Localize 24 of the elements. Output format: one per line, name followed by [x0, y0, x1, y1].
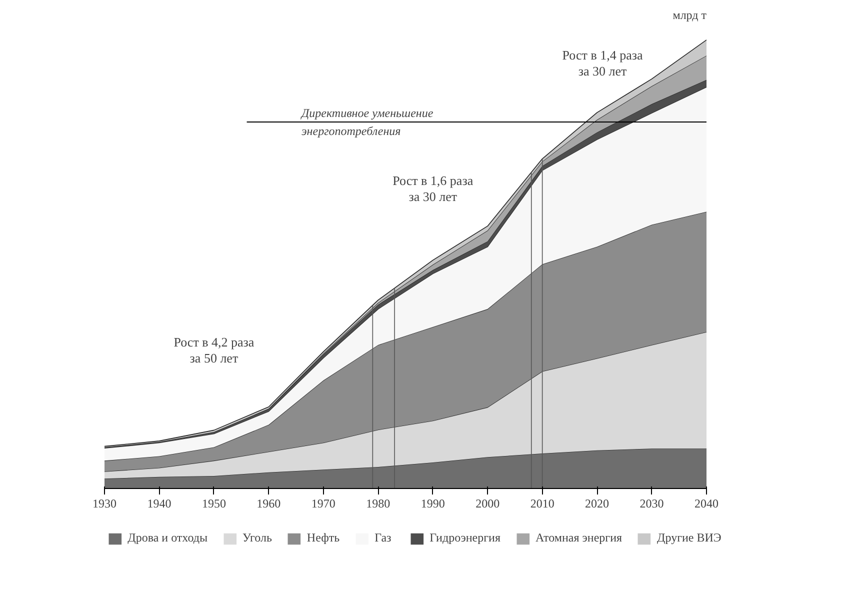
ref-line-label: Директивное уменьшение энергопотребления [300, 106, 434, 138]
x-tick-label: 1930 [92, 496, 116, 510]
legend-label: Дрова и отходы [128, 530, 208, 546]
annotation: Рост в 4,2 раза за 50 лет [174, 334, 254, 366]
legend-label: Уголь [242, 530, 272, 546]
x-tick-label: 1990 [420, 496, 445, 510]
x-tick-label: 1980 [366, 496, 390, 510]
x-tick-label: 2020 [585, 496, 610, 510]
annotation: Рост в 1,4 раза за 30 лет [562, 47, 643, 78]
x-tick-label: 1960 [256, 496, 281, 510]
x-tick-label: 2030 [640, 496, 664, 510]
x-tick-label: 1950 [202, 496, 226, 510]
legend-label: Атомная энергия [535, 530, 622, 546]
legend-label: Другие ВИЭ [657, 530, 722, 546]
y-axis-title: млрд т [672, 8, 708, 22]
x-tick-label: 1970 [311, 496, 336, 510]
annotation: Рост в 1,6 раза за 30 лет [392, 172, 474, 204]
legend-label: Газ [374, 530, 392, 546]
legend-label: Нефть [306, 530, 340, 546]
x-tick-label: 2000 [476, 496, 500, 510]
x-tick-label: 1940 [147, 496, 172, 510]
x-tick-label: 2040 [694, 496, 718, 510]
x-tick-label: 2010 [530, 496, 554, 510]
legend-label: Гидроэнергия [430, 530, 500, 546]
